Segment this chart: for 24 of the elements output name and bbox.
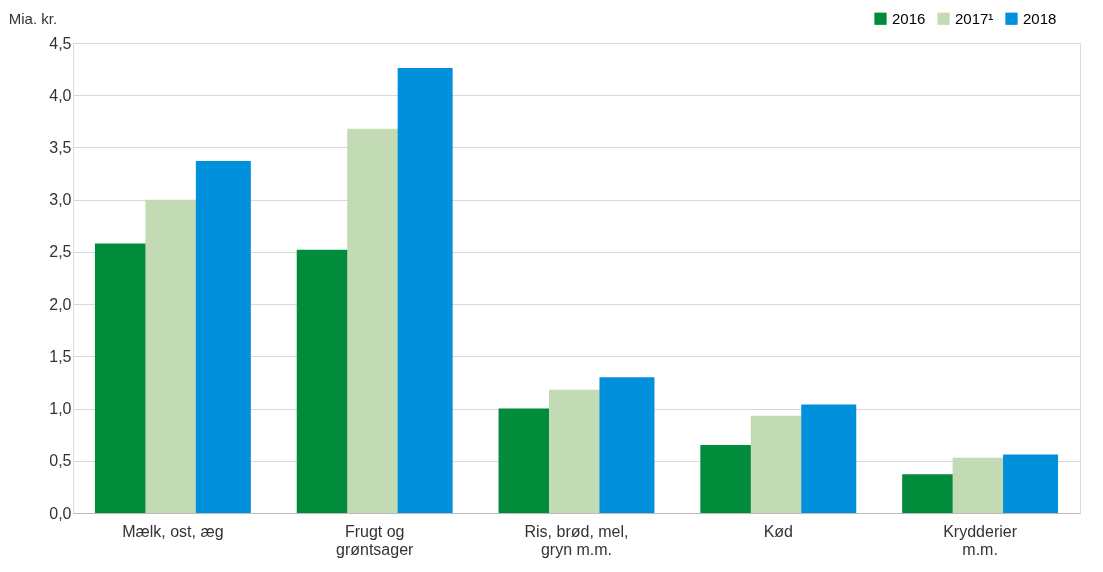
y-tick-label: 2,5 [49, 243, 72, 261]
legend-label: 2016 [892, 9, 926, 27]
bar [1003, 454, 1059, 513]
x-tick-label: Mælk, ost, æg [122, 522, 224, 540]
y-axis-title: Mia. kr. [8, 10, 58, 27]
x-tick-label: Ris, brød, mel, gryn m.m. [524, 522, 629, 558]
legend-label: 2017¹ [955, 9, 994, 27]
y-tick-label: 4,5 [49, 34, 72, 52]
y-tick-label: 1,5 [49, 347, 72, 365]
bar [397, 68, 453, 513]
bar [599, 377, 655, 513]
x-tick-label: Frugt og grøntsager [336, 522, 415, 558]
y-tick-label: 3,0 [49, 191, 72, 209]
y-tick-label: 0,0 [49, 504, 72, 522]
y-tick-label: 4,0 [49, 86, 72, 104]
x-tick-label: Kød [763, 522, 793, 540]
bar [801, 404, 857, 513]
y-tick-label: 1,0 [49, 400, 72, 418]
bar [195, 161, 251, 513]
y-tick-label: 0,5 [49, 452, 72, 470]
legend-label: 2018 [1023, 9, 1057, 27]
y-tick-label: 2,0 [49, 295, 72, 313]
x-tick-label: Krydderier m.m. [943, 522, 1018, 558]
y-tick-label: 3,5 [49, 138, 72, 156]
